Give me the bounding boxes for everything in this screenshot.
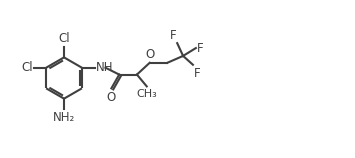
Text: NH: NH [96,61,114,74]
Text: Cl: Cl [21,61,33,74]
Text: F: F [197,42,204,55]
Text: NH₂: NH₂ [53,111,75,124]
Text: CH₃: CH₃ [137,89,158,99]
Text: O: O [146,48,155,61]
Text: Cl: Cl [58,32,70,45]
Text: O: O [107,91,116,104]
Text: F: F [194,67,201,80]
Text: F: F [170,29,177,42]
